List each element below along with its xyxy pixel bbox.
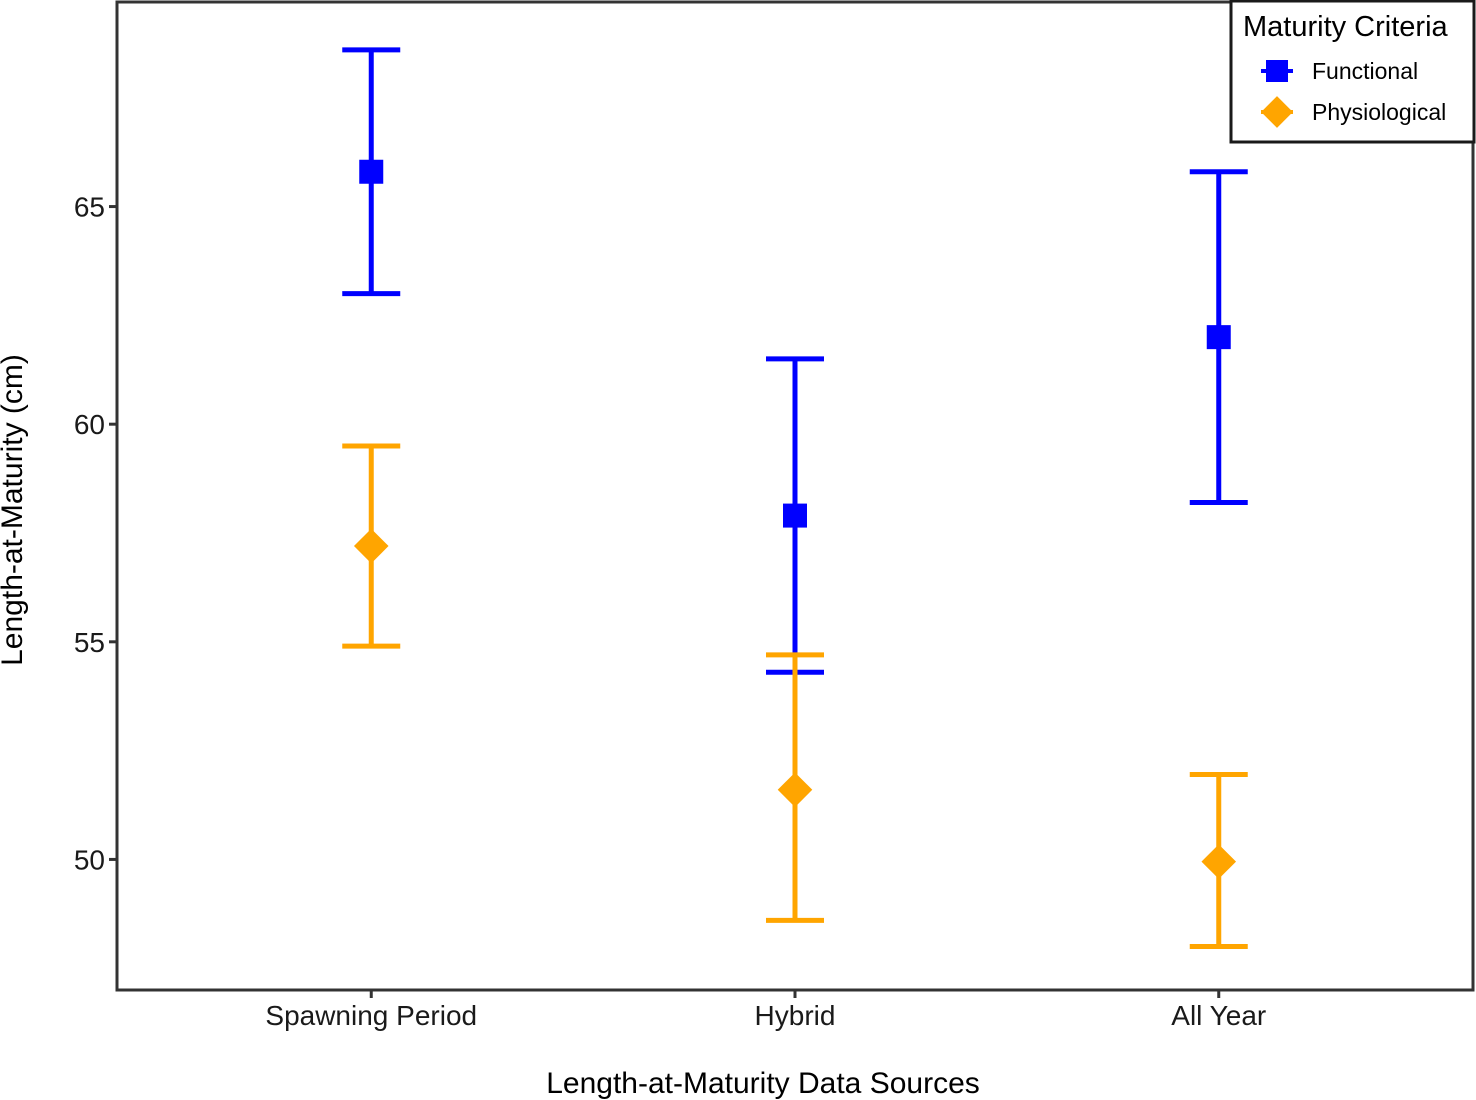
legend-title: Maturity Criteria [1243,11,1449,43]
data-point [1201,844,1237,879]
legend-key-marker [1261,96,1293,128]
y-tick-label: 65 [74,192,105,223]
x-axis: Spawning Period Hybrid All Year [265,990,1266,1031]
x-tick-label: Hybrid [755,1000,836,1031]
series-functional [342,47,1248,675]
x-tick-label: Spawning Period [265,1000,477,1031]
legend: Maturity Criteria Functional Physiologica… [1229,0,1476,144]
x-axis-title: Length-at-Maturity Data Sources [546,1067,980,1100]
x-tick-label: All Year [1171,1000,1266,1031]
series-physiological [342,443,1248,949]
y-tick-label: 50 [74,844,105,875]
y-tick-label: 60 [74,409,105,440]
y-axis: 50 55 60 65 [74,192,117,875]
legend-key-marker [1266,60,1288,82]
data-point [353,528,389,564]
legend-items: Functional Physiological [1261,58,1446,128]
data-point [777,772,813,808]
data-point [1206,325,1231,350]
y-tick-label: 55 [74,627,105,658]
y-axis-title: Length-at-Maturity (cm) [0,354,29,666]
legend-label: Physiological [1312,99,1446,125]
legend-label: Functional [1312,58,1418,84]
data-point [783,503,807,528]
plot-marks [342,47,1248,949]
data-point [359,159,384,184]
